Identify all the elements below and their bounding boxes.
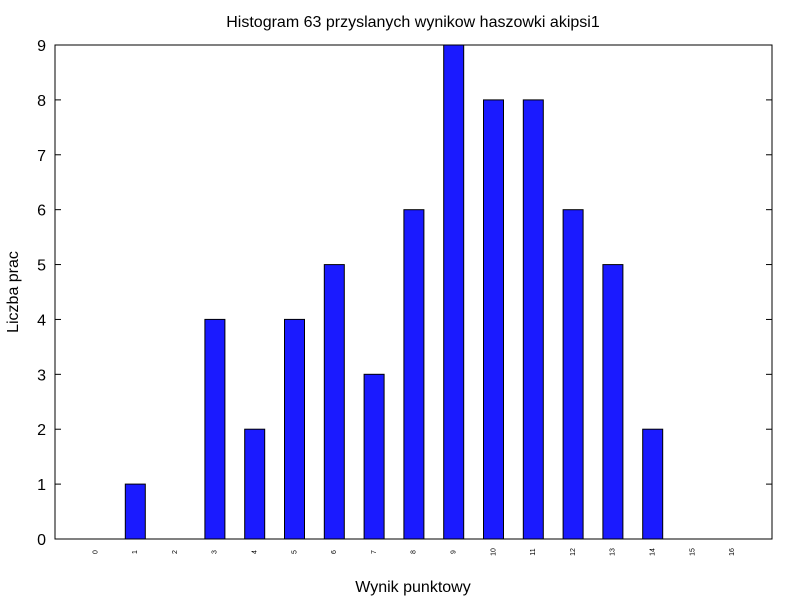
bar-14: [642, 428, 664, 540]
y-tick-label: 3: [37, 367, 46, 384]
bar-12: [562, 209, 584, 540]
x-tick-label: 13: [610, 548, 617, 556]
y-tick-label: 1: [37, 477, 46, 494]
x-tick-label: 4: [252, 550, 259, 554]
y-tick-label: 6: [37, 203, 46, 220]
y-tick-label: 2: [37, 422, 46, 439]
x-ticks-group: 0 1 2 3 4 5 6 7 8 9 10 11 12 13 14 15 16: [92, 548, 736, 556]
y-tick-label: 8: [37, 93, 46, 110]
x-tick-label: 5: [291, 550, 298, 554]
y-tick-label: 4: [37, 312, 46, 329]
bar-4: [244, 428, 266, 540]
x-tick-label: 9: [451, 550, 458, 554]
bar-5: [284, 318, 305, 540]
chart-title: Histogram 63 przyslanych wynikow haszowk…: [226, 14, 600, 31]
x-tick-label: 10: [490, 548, 497, 556]
x-tick-label: 11: [530, 548, 537, 555]
y-tick-label: 5: [37, 258, 46, 275]
plot-frame: [54, 44, 773, 540]
y-ticks-group: 0 1 2 3 4 5 6 7 8 9: [37, 38, 772, 549]
bar-6: [323, 264, 345, 540]
x-tick-label: 2: [172, 550, 179, 554]
y-tick-label: 0: [37, 532, 46, 549]
x-tick-label: 7: [371, 550, 378, 554]
x-tick-label: 12: [570, 548, 577, 556]
bar-3: [204, 318, 226, 540]
bar-13: [602, 264, 624, 540]
y-tick-label: 7: [37, 148, 46, 165]
x-tick-label: 0: [92, 550, 99, 554]
y-axis-label: Liczba prac: [5, 251, 22, 333]
x-tick-label: 8: [411, 550, 418, 554]
x-tick-label: 15: [689, 548, 696, 556]
bar-7: [363, 373, 385, 540]
y-tick-label: 9: [37, 38, 46, 55]
x-axis-label: Wynik punktowy: [355, 579, 470, 596]
bar-8: [403, 209, 425, 540]
x-tick-label: 16: [729, 548, 736, 556]
bars-group: [124, 44, 664, 540]
bar-9: [443, 44, 465, 540]
x-tick-label: 1: [132, 550, 139, 554]
x-tick-label: 14: [650, 548, 657, 556]
bar-1: [124, 483, 146, 540]
bar-11: [522, 99, 544, 540]
bar-10: [483, 99, 504, 540]
x-tick-label: 6: [331, 550, 338, 554]
x-tick-label: 3: [212, 550, 219, 554]
